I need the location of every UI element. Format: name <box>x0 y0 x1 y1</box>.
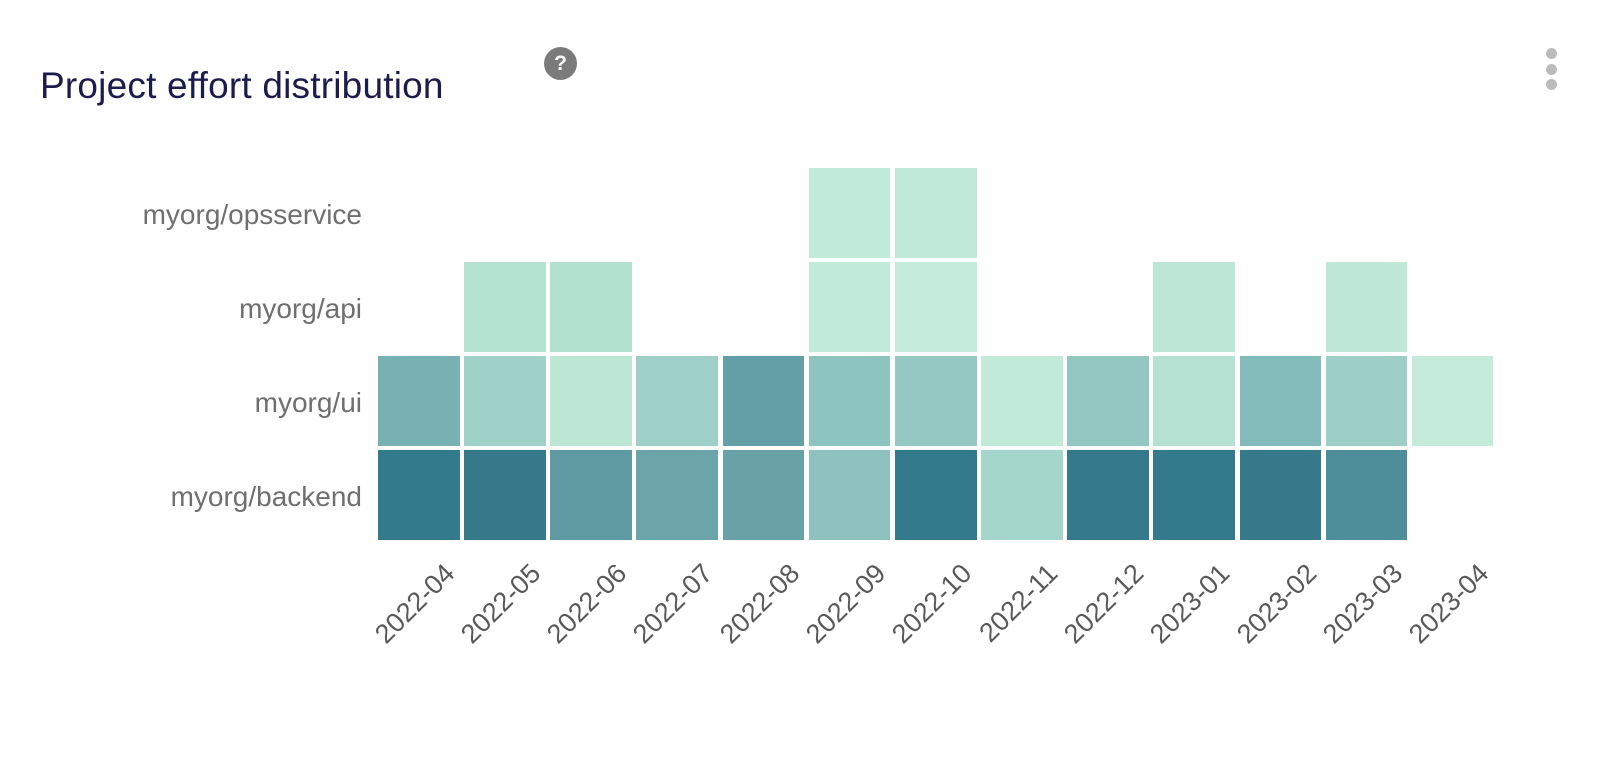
heatmap-cell[interactable] <box>808 262 891 352</box>
heatmap-cell[interactable] <box>1411 356 1494 446</box>
heatmap-cell[interactable] <box>1153 450 1236 540</box>
heatmap-cell[interactable] <box>1239 356 1322 446</box>
heatmap-cell[interactable] <box>1325 262 1408 352</box>
heatmap-cell[interactable] <box>464 450 546 540</box>
y-axis-label: myorg/api <box>239 293 362 324</box>
x-axis-label: 2023-04 <box>1402 558 1495 650</box>
heatmap-cell[interactable] <box>378 356 460 446</box>
y-axis-label: myorg/backend <box>170 481 362 512</box>
heatmap-cell[interactable] <box>894 356 977 446</box>
heatmap-cell[interactable] <box>722 356 805 446</box>
heatmap-cell[interactable] <box>464 262 546 352</box>
heatmap-cell[interactable] <box>1153 356 1236 446</box>
y-axis-label: myorg/opsservice <box>142 199 362 230</box>
heatmap-cell[interactable] <box>636 356 719 446</box>
x-axis-label: 2022-09 <box>799 558 892 650</box>
x-axis-label: 2022-06 <box>541 558 633 650</box>
heatmap-cell[interactable] <box>550 356 632 446</box>
heatmap-cell[interactable] <box>894 450 977 540</box>
heatmap-cell[interactable] <box>1067 450 1149 540</box>
heatmap-cell[interactable] <box>464 356 546 446</box>
heatmap-cell[interactable] <box>981 450 1063 540</box>
page-title: Project effort distribution <box>40 64 444 106</box>
x-axis-label: 2023-01 <box>1144 558 1236 650</box>
kebab-dot <box>1546 63 1557 75</box>
x-axis-label: 2023-03 <box>1316 558 1408 650</box>
y-axis-label: myorg/ui <box>254 387 362 418</box>
x-axis-label: 2022-05 <box>455 558 547 650</box>
x-axis-label: 2022-07 <box>627 558 719 650</box>
heatmap-cell[interactable] <box>1325 356 1408 446</box>
heatmap-cell[interactable] <box>378 450 460 540</box>
help-icon[interactable]: ? <box>544 47 577 80</box>
heatmap-cell[interactable] <box>894 262 977 352</box>
heatmap-x-axis: 2022-04 2022-05 2022-06 2022-07 2022-08 2022-… <box>369 558 1498 728</box>
heatmap-cell[interactable] <box>808 450 891 540</box>
x-axis-label: 2023-02 <box>1230 558 1322 650</box>
heatmap-cell[interactable] <box>636 450 719 540</box>
heatmap-cell[interactable] <box>894 168 977 258</box>
kebab-dot <box>1546 79 1557 90</box>
x-axis-label: 2022-10 <box>885 558 978 650</box>
heatmap-cell[interactable] <box>722 450 805 540</box>
kebab-dot <box>1546 48 1557 59</box>
heatmap-cell[interactable] <box>550 450 632 540</box>
x-axis-label: 2022-12 <box>1058 558 1150 650</box>
x-axis-label: 2022-08 <box>713 558 805 650</box>
heatmap-cell[interactable] <box>1153 262 1236 352</box>
heatmap-cell[interactable] <box>1325 450 1408 540</box>
heatmap-cell[interactable] <box>1239 450 1322 540</box>
heatmap-y-axis: myorg/opsservice myorg/api myorg/ui myorg/b… <box>0 168 362 544</box>
heatmap-cell[interactable] <box>981 356 1063 446</box>
heatmap-cell[interactable] <box>808 356 891 446</box>
heatmap-cell[interactable] <box>550 262 632 352</box>
effort-heatmap <box>378 168 1498 544</box>
heatmap-cell[interactable] <box>808 168 891 258</box>
x-axis-label: 2022-04 <box>369 558 461 650</box>
kebab-menu-icon[interactable] <box>1546 48 1558 90</box>
x-axis-label: 2022-11 <box>973 558 1064 648</box>
heatmap-cell[interactable] <box>1067 356 1149 446</box>
